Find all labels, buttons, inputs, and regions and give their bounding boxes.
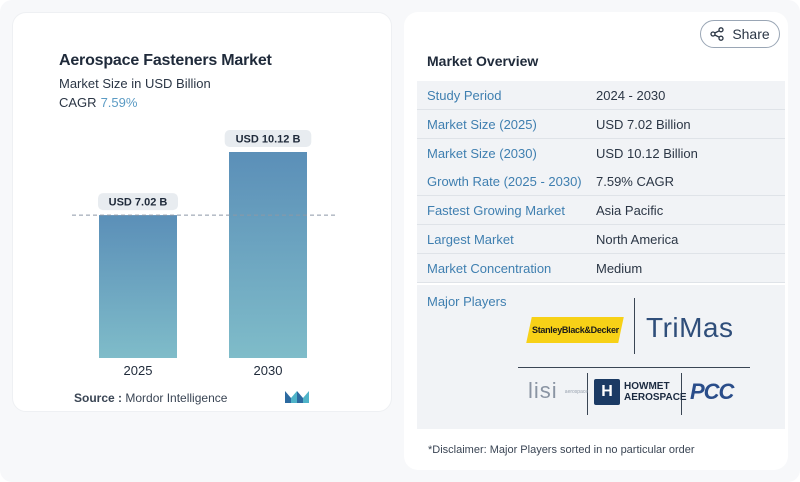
overview-row-label: Growth Rate (2025 - 2030)	[427, 174, 582, 189]
x-tick-label: 2030	[254, 363, 283, 378]
overview-row-value: North America	[596, 232, 679, 247]
disclaimer: *Disclaimer: Major Players sorted in no …	[428, 444, 695, 456]
overview-row: Market Size (2030) USD 10.12 Billion	[417, 139, 785, 168]
bar-2025	[99, 215, 177, 358]
major-players-title: Major Players	[427, 294, 507, 309]
players-divider	[518, 367, 750, 368]
overview-row: Market Concentration Medium	[417, 254, 785, 283]
data-label: USD 10.12 B	[236, 134, 301, 146]
players-divider	[634, 298, 635, 354]
bar-2030	[229, 152, 307, 358]
lisi-aerospace-logo: lisi aerospace	[528, 378, 589, 403]
stanley-black-decker-logo: StanleyBlack&Decker	[526, 317, 624, 343]
overview-row-value: USD 10.12 Billion	[596, 146, 698, 161]
howmet-mark-icon: H	[594, 379, 620, 405]
overview-row: Largest Market North America	[417, 225, 785, 254]
chart-subtitle: Market Size in USD Billion	[59, 76, 211, 91]
overview-row: Market Size (2025) USD 7.02 Billion	[417, 110, 785, 139]
cagr-value: 7.59%	[100, 95, 138, 110]
overview-row: Fastest Growing Market Asia Pacific	[417, 196, 785, 225]
mordor-intelligence-logo-icon	[285, 391, 309, 403]
overview-row-label: Study Period	[427, 88, 502, 103]
cagr-label: CAGR	[59, 95, 97, 110]
overview-row-value: 2024 - 2030	[596, 88, 666, 103]
overview-row-value: USD 7.02 Billion	[596, 117, 691, 132]
share-button[interactable]: Share	[700, 20, 780, 48]
howmet-aerospace-logo: H HOWMET AEROSPACE	[594, 379, 687, 405]
major-players-box	[417, 285, 785, 429]
data-label-background	[224, 130, 312, 147]
share-icon	[710, 27, 724, 41]
source-label: Source :	[74, 391, 123, 405]
overview-title: Market Overview	[427, 53, 539, 69]
overview-row-label: Fastest Growing Market	[427, 203, 565, 218]
source-value: Mordor Intelligence	[125, 391, 228, 405]
data-label-background	[98, 193, 178, 211]
source-line: Source : Mordor Intelligence	[74, 391, 227, 405]
bar-chart: USD 7.02 B 2025 USD 10.12 B 2030	[72, 130, 338, 378]
overview-row-value: Medium	[596, 261, 643, 276]
players-divider	[681, 373, 682, 415]
trimas-logo: TriMas	[646, 312, 734, 343]
chart-cagr: CAGR 7.59%	[59, 95, 137, 110]
overview-row: Growth Rate (2025 - 2030) 7.59% CAGR	[417, 167, 785, 196]
overview-row-value: Asia Pacific	[596, 203, 664, 218]
overview-row-value: 7.59% CAGR	[596, 174, 675, 189]
chart-title: Aerospace Fasteners Market	[59, 52, 272, 69]
chart-card	[12, 12, 392, 412]
players-divider	[587, 373, 588, 415]
pcc-logo: PCC	[690, 379, 734, 404]
overview-row: Study Period 2024 - 2030	[417, 81, 785, 110]
overview-row-label: Market Size (2025)	[427, 117, 537, 132]
x-tick-label: 2025	[124, 363, 153, 378]
overview-row-label: Market Size (2030)	[427, 146, 537, 161]
share-label: Share	[732, 26, 770, 42]
data-label: USD 7.02 B	[109, 197, 168, 209]
overview-row-label: Market Concentration	[427, 261, 552, 276]
overview-row-label: Largest Market	[427, 232, 514, 247]
